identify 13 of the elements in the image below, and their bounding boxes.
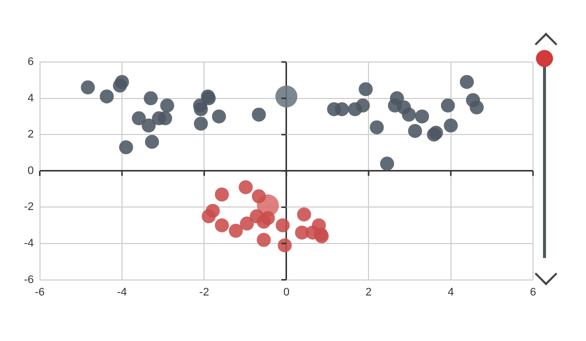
x-tick-label: -2 (199, 286, 210, 298)
y-tick-label: -6 (24, 274, 34, 286)
x-tick-label: 6 (530, 286, 536, 298)
x-tick-label: 0 (283, 286, 290, 298)
y-tick-label: 0 (28, 164, 34, 177)
x-tick-label: -4 (117, 286, 127, 298)
x-tick-label: 2 (366, 286, 372, 298)
y-tick-label: 4 (28, 92, 34, 104)
y-tick-label: 6 (28, 56, 34, 68)
x-tick-label: 4 (448, 286, 454, 298)
y-tick-label: -2 (24, 201, 34, 214)
y-tick-label: 2 (28, 128, 34, 141)
y-tick-label: -4 (24, 238, 34, 250)
